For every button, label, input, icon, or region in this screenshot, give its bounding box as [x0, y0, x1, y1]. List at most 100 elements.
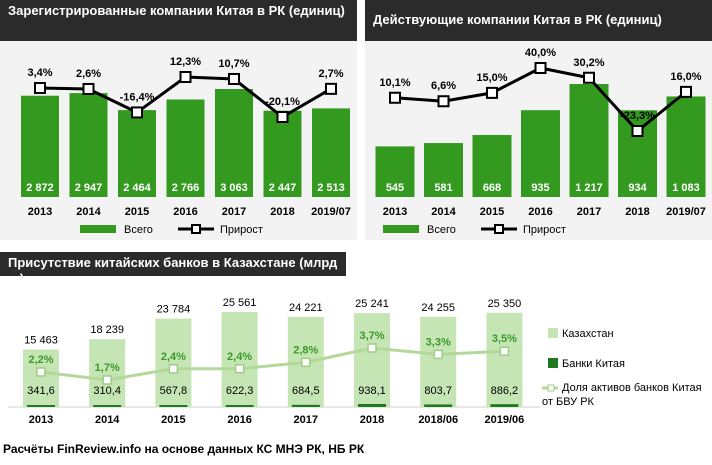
chart3-x-tick: 2018 [360, 414, 384, 426]
chart3-share-marker [367, 343, 377, 353]
chart3-cn-bar [93, 405, 122, 407]
chart1-growth-marker [276, 111, 289, 123]
chart3-kz-label: 18 239 [90, 324, 124, 336]
chart1-bar-label: 2 947 [75, 182, 103, 194]
chart2-legend-line-label: Прирост [523, 224, 566, 236]
chart3-x-tick: 2019/06 [485, 414, 525, 426]
chart1-growth-marker [82, 82, 95, 95]
chart3-kz-bar [420, 316, 457, 407]
chart3-cn-bar [424, 404, 453, 407]
chart1-x-tick: 2015 [125, 206, 149, 218]
chart3-kz-bar [89, 339, 126, 407]
chart3-cn-label: 310,4 [93, 385, 121, 397]
chart2-growth-marker [680, 85, 692, 98]
chart3-share-marker [499, 346, 510, 356]
chart2-bar-label: 581 [434, 182, 452, 194]
chart3-kz-bar [221, 312, 258, 407]
chart2-x-tick: 2015 [480, 206, 504, 218]
chart2-bar-label: 1 217 [575, 182, 603, 194]
chart2-growth-label: 16,0% [670, 71, 701, 83]
chart2-x-tick: 2014 [431, 206, 456, 218]
chart1-bar [166, 99, 205, 197]
chart3-share-marker [234, 364, 245, 374]
chart3-cn-bar [358, 404, 386, 407]
chart1-x-tick: 2018 [270, 206, 294, 218]
chart3-share-marker [301, 357, 311, 368]
chart2-growth-marker [437, 95, 450, 108]
chart2-growth-marker [486, 86, 498, 99]
chart3-share-label: 2,8% [293, 344, 318, 356]
chart3-title: Присутствие китайских банков в Казахстан… [0, 252, 346, 286]
chart1-bar-label: 3 063 [220, 182, 248, 194]
chart3-share-label: 2,4% [161, 351, 186, 363]
chart3-cn-bar [159, 405, 188, 407]
chart3-kz-label: 25 241 [355, 298, 389, 310]
chart2-growth-marker [583, 71, 595, 84]
chart3-legend-share-label: Доля активов банков Китая от БВУ РК [542, 382, 702, 408]
chart1-bar [21, 95, 59, 197]
chart3-x-tick: 2018/06 [418, 414, 458, 426]
chart2-growth-marker [534, 62, 547, 74]
chart1-bar [263, 110, 302, 197]
chart3-kz-label: 15 463 [24, 335, 58, 347]
chart3-legend-kz-swatch [548, 328, 558, 338]
chart3-share-label: 1,7% [95, 362, 120, 374]
chart2-x-tick: 2018 [625, 206, 649, 218]
chart1-bar-label: 2 766 [172, 182, 200, 194]
chart3-legend-kz-label: Казахстан [562, 328, 614, 340]
chart3-cn-label: 886,2 [491, 385, 519, 397]
chart1-bar [215, 89, 253, 197]
chart2-growth-marker [389, 91, 401, 104]
chart1-growth-label: 10,7% [218, 58, 249, 70]
chart1-growth-label: -20,1% [265, 96, 300, 108]
chart3-legend-cn-label: Банки Китая [562, 358, 625, 370]
chart2-legend-bar-label: Всего [427, 224, 456, 236]
chart3-kz-bar [486, 312, 523, 407]
chart3-cn-label: 622,3 [226, 385, 254, 397]
chart2-bar-label: 935 [531, 182, 549, 194]
chart3-x-tick: 2013 [29, 414, 53, 426]
chart3-x-tick: 2014 [95, 414, 120, 426]
chart3-share-marker [36, 367, 46, 377]
chart3-kz-label: 24 221 [289, 302, 323, 314]
chart1-bar [69, 93, 108, 197]
chart1-growth-label: 12,3% [170, 56, 201, 68]
chart2-bar [618, 110, 657, 197]
chart3-kz-label: 25 561 [223, 297, 257, 309]
chart3-share-label: 3,3% [426, 336, 451, 348]
chart3-cn-label: 567,8 [160, 385, 188, 397]
chart2-bar-label: 1 083 [672, 182, 700, 194]
chart3-cn-label: 341,6 [27, 385, 55, 397]
chart2-bar [521, 110, 560, 197]
chart1-growth-marker [34, 81, 46, 94]
chart3-x-tick: 2017 [294, 414, 318, 426]
chart1-growth-label: 2,6% [76, 68, 101, 80]
chart3-cn-label: 803,7 [424, 385, 452, 397]
chart1-title: Зарегистрированные компании Китая в РК (… [0, 0, 357, 41]
chart3-share-label: 2,4% [227, 351, 252, 363]
chart1-bar [312, 108, 350, 197]
chart2-bar-label: 934 [628, 182, 647, 194]
chart1-bar-label: 2 464 [123, 182, 151, 194]
chart1-growth-marker [325, 82, 337, 95]
chart2-title: Действующие компании Китая в РК (единиц) [365, 0, 712, 41]
chart2-bar [375, 146, 415, 197]
chart3-cn-bar [27, 405, 55, 407]
chart3-share-marker [433, 349, 443, 360]
chart1-legend-bar-swatch [80, 225, 116, 233]
chart2-growth-label: 6,6% [431, 80, 456, 92]
chart1-legend-line-label: Прирост [220, 224, 263, 236]
source-footer: Расчёты FinReview.info на основе данных … [3, 442, 365, 456]
chart1-x-tick: 2017 [222, 206, 246, 218]
chart2-x-tick: 2017 [577, 206, 601, 218]
chart2-bar-label: 668 [483, 182, 501, 194]
chart2-legend-bar-swatch [383, 225, 419, 233]
chart2-bar [424, 143, 463, 197]
chart3-share-label: 3,7% [359, 330, 384, 342]
chart3-share-marker [168, 364, 179, 374]
chart2-growth-label: 15,0% [476, 72, 507, 84]
chart1-growth-marker [228, 72, 240, 85]
chart3-legend-cn-swatch [548, 358, 558, 368]
chart1-x-tick: 2014 [76, 206, 101, 218]
chart1-x-tick: 2019/07 [311, 206, 351, 218]
